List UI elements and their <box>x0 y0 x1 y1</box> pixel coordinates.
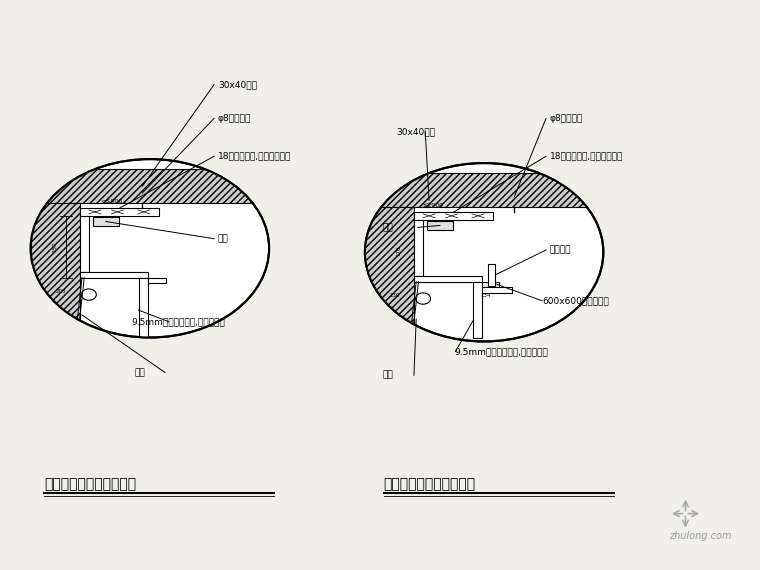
Text: 600x600矿棉吸音板: 600x600矿棉吸音板 <box>542 296 609 306</box>
Bar <box>488 263 496 286</box>
Bar <box>473 282 482 338</box>
Text: 石膏板吊顶窗帘盒剖面图: 石膏板吊顶窗帘盒剖面图 <box>44 477 136 491</box>
Circle shape <box>365 163 603 341</box>
Bar <box>30 203 80 337</box>
Text: 窗帘: 窗帘 <box>382 371 393 380</box>
Text: 矿棉板吊顶窗帘盒剖面图: 矿棉板吊顶窗帘盒剖面图 <box>384 477 476 491</box>
Text: φ8镀锌吊杆: φ8镀锌吊杆 <box>218 114 251 123</box>
Bar <box>93 217 119 226</box>
Text: ≤2900: ≤2900 <box>423 203 443 208</box>
Text: 滑道: 滑道 <box>382 223 393 232</box>
Text: 18厚细木工板,防腐防火处理: 18厚细木工板,防腐防火处理 <box>218 152 291 161</box>
Bar <box>482 282 499 287</box>
Bar <box>414 212 493 219</box>
Text: 200: 200 <box>55 289 66 294</box>
Bar <box>427 221 453 230</box>
Text: 9.5mm厚石膏板吊顶,白色乳胶漆: 9.5mm厚石膏板吊顶,白色乳胶漆 <box>454 347 548 356</box>
Bar <box>138 278 147 343</box>
Text: 轻钢龙骨: 轻钢龙骨 <box>549 246 572 254</box>
Text: 230: 230 <box>390 293 401 298</box>
Text: zhulong.com: zhulong.com <box>670 531 732 541</box>
Text: 30x40木方: 30x40木方 <box>397 127 435 136</box>
Text: 134: 134 <box>480 293 491 298</box>
Text: 窗帘: 窗帘 <box>135 368 146 377</box>
Text: 9.5mm厚石膏板吊顶,白色乳胶漆: 9.5mm厚石膏板吊顶,白色乳胶漆 <box>131 317 225 326</box>
Bar <box>80 272 147 278</box>
Circle shape <box>30 159 269 337</box>
Bar <box>30 169 269 203</box>
Text: 30x40木方: 30x40木方 <box>218 80 257 89</box>
Circle shape <box>30 159 269 337</box>
Bar <box>414 219 423 276</box>
Bar <box>414 276 482 282</box>
Bar <box>482 287 512 293</box>
Text: φ8镀锌吊杆: φ8镀锌吊杆 <box>549 114 583 123</box>
Text: φ≤900: φ≤900 <box>102 199 123 204</box>
Text: 150: 150 <box>52 241 57 252</box>
Text: 18厚细木工板,防腐防火处理: 18厚细木工板,防腐防火处理 <box>549 152 623 161</box>
Bar <box>365 173 603 207</box>
Bar <box>365 207 414 341</box>
Text: 滑道: 滑道 <box>218 234 229 243</box>
Bar <box>80 215 89 272</box>
Text: 170: 170 <box>397 245 401 256</box>
Bar <box>147 278 166 283</box>
Bar <box>80 208 159 215</box>
Circle shape <box>365 163 603 341</box>
